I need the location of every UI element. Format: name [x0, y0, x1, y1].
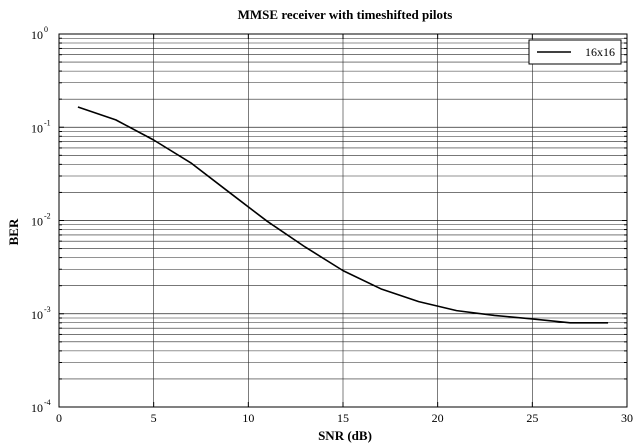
y-tick-exponent: -3	[44, 305, 51, 314]
y-tick-label: 10	[31, 401, 43, 415]
series-layer	[77, 106, 609, 324]
y-tick-label: 10	[31, 215, 43, 229]
legend: 16x16	[528, 39, 622, 65]
chart-title: MMSE receiver with timeshifted pilots	[238, 7, 453, 22]
y-tick-exponent: -4	[44, 398, 51, 407]
x-axis-label: SNR (dB)	[318, 428, 372, 443]
y-tick-exponent: -1	[44, 118, 51, 127]
x-tick-label: 30	[621, 411, 633, 425]
x-tick-label: 25	[526, 411, 538, 425]
y-tick-exponent: 0	[44, 25, 48, 34]
x-tick-label: 5	[151, 411, 157, 425]
y-axis-label: BER	[6, 218, 21, 245]
y-tick-label: 10	[31, 28, 43, 42]
y-tick-label: 10	[31, 121, 43, 135]
x-tick-label: 0	[56, 411, 62, 425]
y-tick-exponent: -2	[44, 212, 51, 221]
series-line	[77, 106, 609, 324]
x-tick-label: 15	[337, 411, 349, 425]
legend-entry-label: 16x16	[585, 45, 615, 59]
x-tick-label: 10	[242, 411, 254, 425]
x-tick-label: 20	[432, 411, 444, 425]
y-tick-label: 10	[31, 308, 43, 322]
